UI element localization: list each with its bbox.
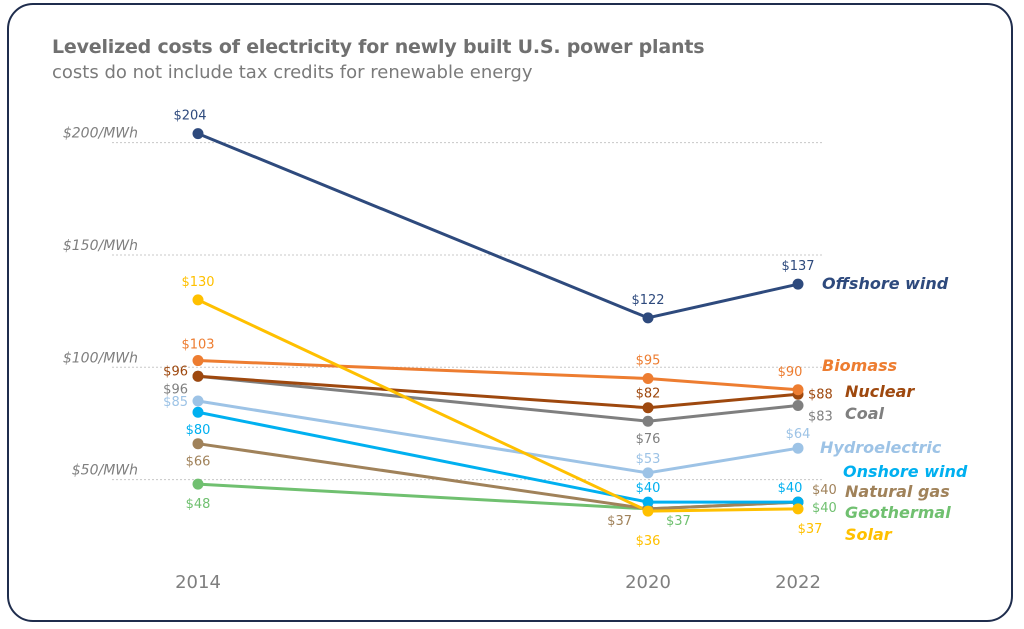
- data-label-biomass: $90: [778, 365, 803, 380]
- series-name-offshore-wind: Offshore wind: [822, 274, 949, 293]
- data-point-geothermal: [192, 478, 204, 490]
- data-label-natural-gas: $66: [186, 455, 211, 470]
- chart-frame: [7, 3, 1013, 622]
- data-point-hydroelectric: [792, 442, 804, 454]
- data-label-geothermal: $48: [186, 497, 211, 512]
- data-label-offshore-wind: $122: [631, 293, 664, 308]
- data-point-coal: [792, 399, 804, 411]
- series-name-solar: Solar: [845, 525, 893, 544]
- series-line-offshore-wind: [197, 132, 799, 320]
- data-label-biomass: $95: [636, 354, 661, 369]
- data-point-onshore-wind: [192, 406, 204, 418]
- data-label-onshore-wind: $80: [186, 423, 211, 438]
- data-label-nuclear: $88: [808, 387, 833, 402]
- series-line-hydroelectric: [197, 399, 799, 475]
- data-point-hydroelectric: [642, 467, 654, 479]
- data-point-coal: [642, 415, 654, 427]
- series-name-natural-gas: Natural gas: [845, 482, 950, 501]
- y-tick-label: $200/MWh: [63, 126, 138, 142]
- chart-subtitle: costs do not include tax credits for ren…: [52, 62, 533, 83]
- data-point-biomass: [642, 373, 654, 385]
- data-label-natural-gas: $37: [607, 514, 632, 529]
- data-label-coal: $96: [163, 382, 188, 397]
- data-label-offshore-wind: $137: [781, 259, 814, 274]
- x-tick-label: 2014: [175, 572, 221, 593]
- chart-title: Levelized costs of electricity for newly…: [52, 36, 705, 58]
- series-line-nuclear: [197, 374, 799, 410]
- data-label-geothermal: $37: [666, 514, 691, 529]
- data-label-hydroelectric: $85: [163, 395, 188, 410]
- data-label-nuclear: $96: [163, 364, 188, 379]
- data-point-nuclear: [192, 370, 204, 382]
- x-tick-label: 2020: [625, 572, 671, 593]
- y-tick-label: $100/MWh: [63, 350, 138, 366]
- data-label-offshore-wind: $204: [173, 109, 206, 124]
- data-label-nuclear: $82: [636, 387, 661, 402]
- series-name-coal: Coal: [845, 404, 885, 423]
- data-label-natural-gas: $40: [812, 483, 837, 498]
- x-tick-label: 2022: [775, 572, 821, 593]
- series-name-onshore-wind: Onshore wind: [843, 462, 968, 481]
- data-point-biomass: [192, 355, 204, 367]
- data-label-solar: $37: [798, 522, 823, 537]
- data-point-natural-gas: [192, 438, 204, 450]
- data-point-offshore-wind: [792, 278, 804, 290]
- y-tick-label: $50/MWh: [72, 463, 138, 479]
- data-label-hydroelectric: $53: [636, 452, 661, 467]
- data-point-offshore-wind: [642, 312, 654, 324]
- data-label-coal: $76: [636, 432, 661, 447]
- y-tick-label: $150/MWh: [63, 238, 138, 254]
- data-point-offshore-wind: [192, 128, 204, 140]
- series-name-geothermal: Geothermal: [845, 503, 951, 522]
- data-point-hydroelectric: [192, 395, 204, 407]
- data-label-onshore-wind: $40: [636, 481, 661, 496]
- data-label-geothermal: $40: [812, 501, 837, 516]
- series-name-hydroelectric: Hydroelectric: [820, 438, 942, 457]
- data-label-hydroelectric: $64: [786, 427, 811, 442]
- data-point-solar: [192, 294, 204, 306]
- data-label-solar: $130: [181, 275, 214, 290]
- series-line-natural-gas: [197, 442, 799, 511]
- data-label-biomass: $103: [181, 338, 214, 353]
- data-point-nuclear: [642, 402, 654, 414]
- data-point-solar: [642, 505, 654, 517]
- series-name-nuclear: Nuclear: [845, 382, 915, 401]
- data-point-onshore-wind: [642, 496, 654, 508]
- data-label-onshore-wind: $40: [778, 481, 803, 496]
- data-label-coal: $83: [808, 409, 833, 424]
- data-point-solar: [792, 503, 804, 515]
- series-name-biomass: Biomass: [822, 356, 897, 375]
- data-point-biomass: [792, 384, 804, 396]
- data-label-solar: $36: [636, 534, 661, 549]
